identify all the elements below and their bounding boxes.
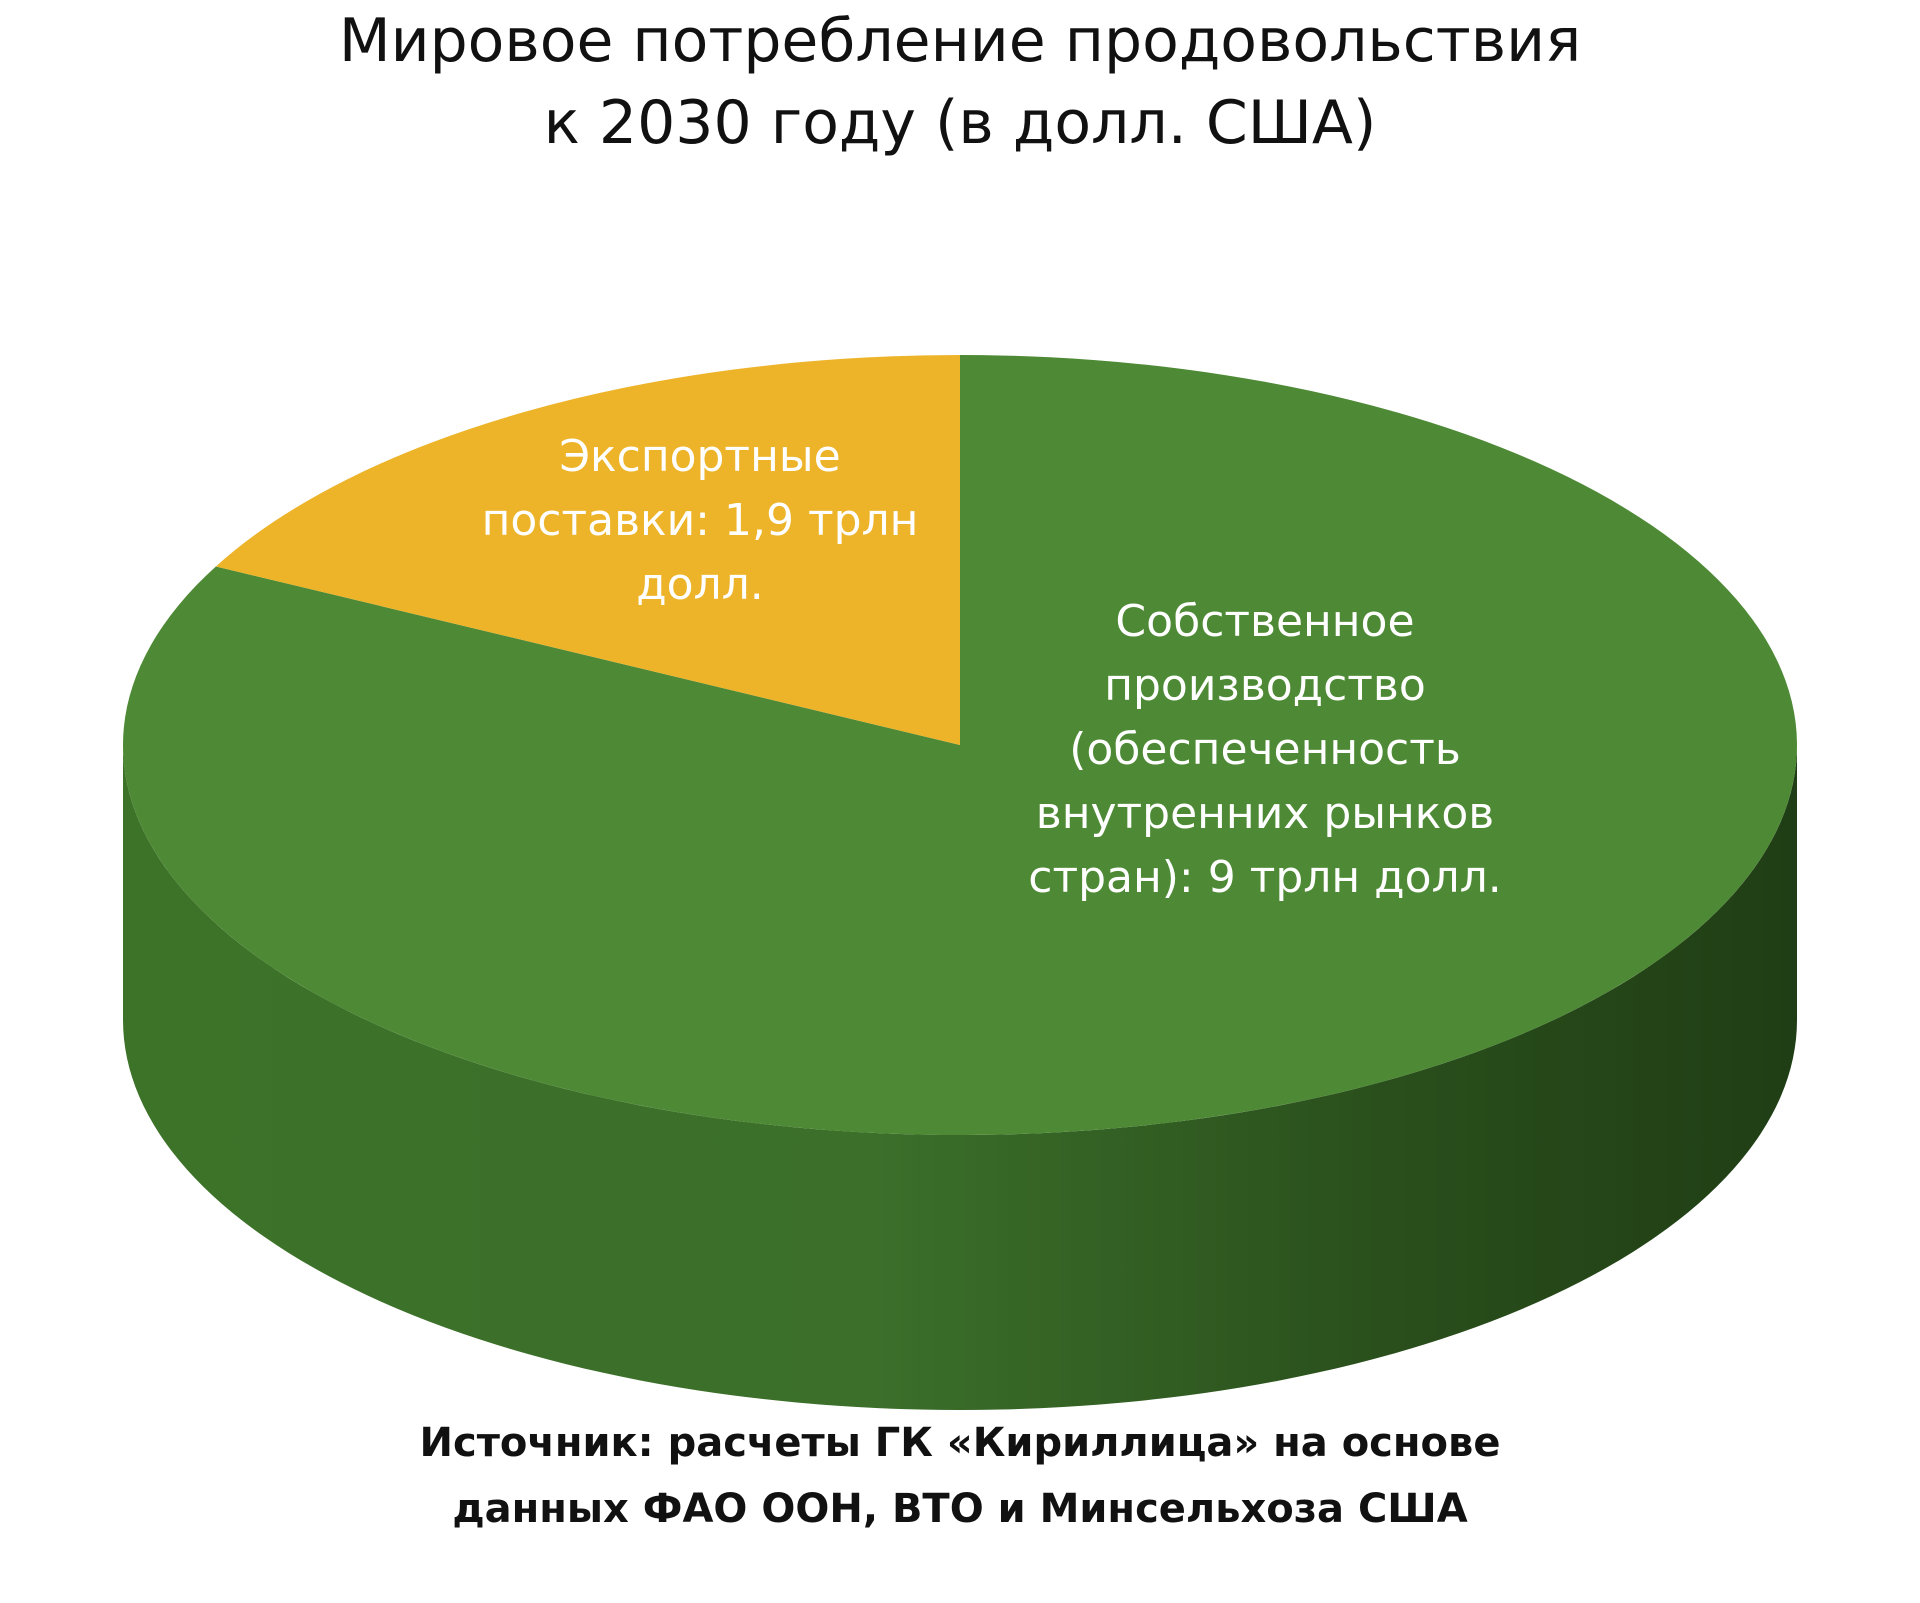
label-export-line-1: Экспортные — [559, 431, 840, 482]
label-domestic: Собственное производство (обеспеченность вн… — [1028, 596, 1501, 903]
source-line-1: Источник: расчеты ГК «Кириллица» на осно… — [419, 1420, 1501, 1466]
label-domestic-line-3: (обеспеченность — [1069, 724, 1461, 775]
label-domestic-line-1: Собственное — [1115, 596, 1414, 647]
label-export-line-3: долл. — [636, 559, 764, 610]
pie-side-wall — [123, 745, 1797, 1410]
label-domestic-line-5: стран): 9 трлн долл. — [1028, 852, 1501, 903]
chart-title-line-1: Мировое потребление продовольствия — [338, 6, 1582, 76]
source-line-2: данных ФАО ООН, ВТО и Минсельхоза США — [452, 1486, 1468, 1532]
chart-title-line-2: к 2030 году (в долл. США) — [543, 88, 1377, 158]
pie-slice-domestic — [122, 355, 1797, 1135]
label-domestic-line-4: внутренних рынков — [1036, 788, 1494, 839]
pie-slice-export — [215, 355, 960, 745]
label-export: Экспортные поставки: 1,9 трлн долл. — [482, 431, 919, 610]
label-export-line-2: поставки: 1,9 трлн — [482, 495, 919, 546]
label-domestic-line-2: производство — [1104, 660, 1426, 711]
